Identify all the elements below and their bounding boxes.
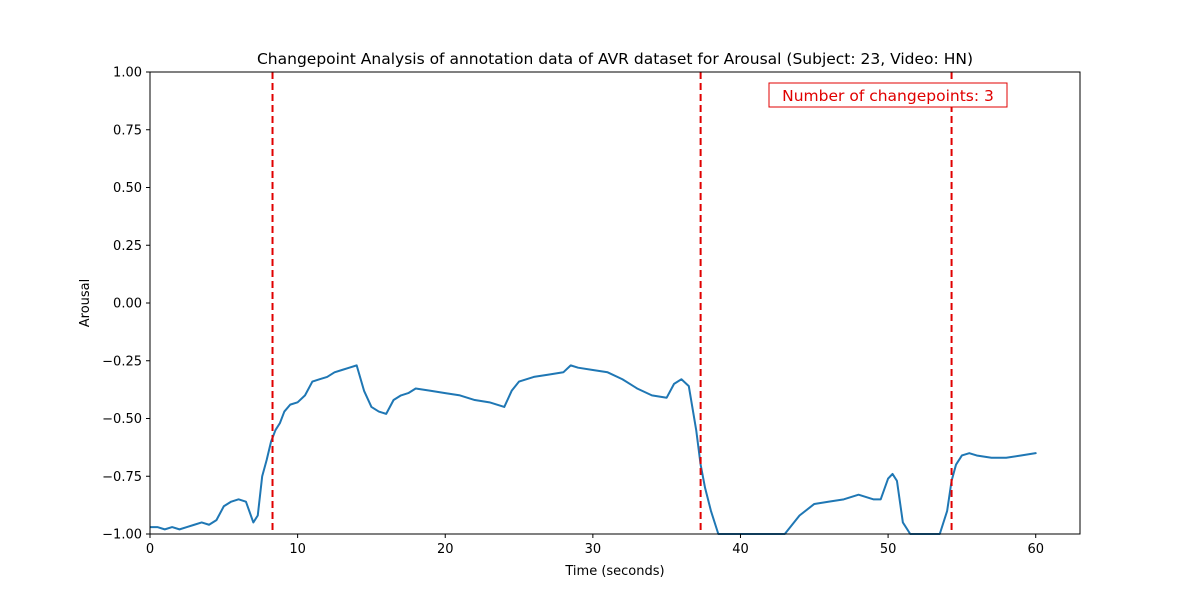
x-tick-label: 0	[146, 542, 154, 557]
y-tick-label: 1.00	[113, 66, 142, 81]
chart-title: Changepoint Analysis of annotation data …	[257, 50, 973, 68]
x-axis-label: Time (seconds)	[564, 564, 664, 579]
x-tick-label: 60	[1027, 542, 1044, 557]
y-tick-label: 0.50	[113, 181, 142, 196]
y-axis-label: Arousal	[78, 279, 93, 328]
x-tick-label: 20	[437, 542, 454, 557]
y-tick-label: −0.25	[102, 354, 142, 369]
y-tick-label: 0.75	[113, 123, 142, 138]
y-tick-label: −1.00	[102, 528, 142, 543]
x-tick-label: 30	[585, 542, 602, 557]
plot-area: 0 10 20 30 40 50 60 −1.00 −0.75 −0.50 −0.25 0.00 0.2…	[102, 66, 1081, 557]
y-tick-label: 0.00	[113, 297, 142, 312]
series-line-0	[150, 364, 1037, 535]
changepoint-count-label: Number of changepoints: 3	[782, 87, 994, 105]
axes-frame	[149, 71, 1081, 535]
x-tick-label: 50	[880, 542, 897, 557]
x-tick-label: 10	[289, 542, 306, 557]
y-tick-label: 0.25	[113, 239, 142, 254]
x-tick-label: 40	[732, 542, 749, 557]
y-tick-label: −0.50	[102, 412, 142, 427]
changepoint-count-box: Number of changepoints: 3	[768, 82, 1008, 108]
y-tick-label: −0.75	[102, 470, 142, 485]
changepoint-count-frame	[768, 82, 1008, 108]
